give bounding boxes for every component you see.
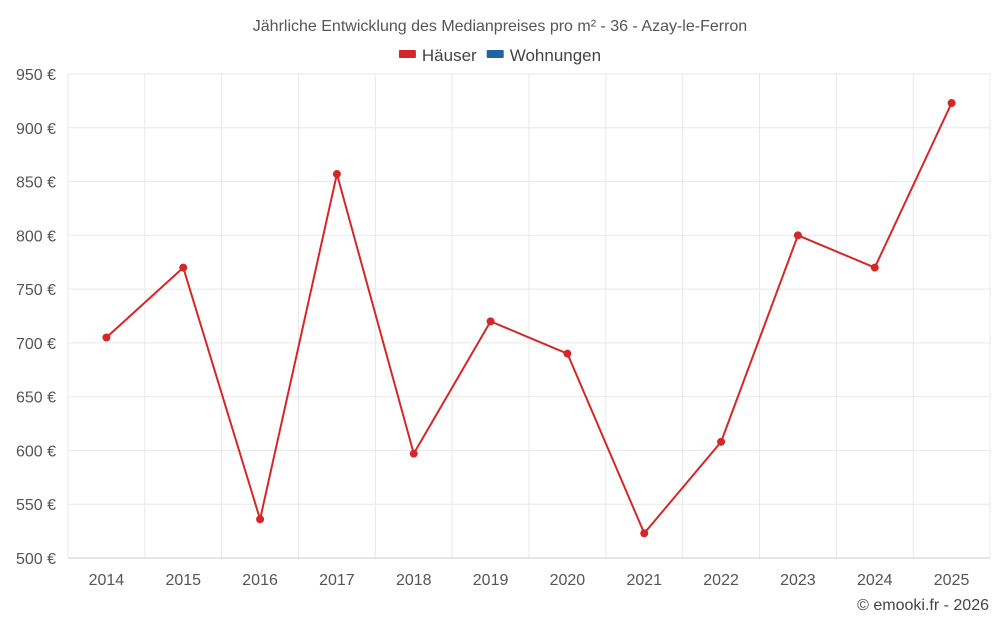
data-point[interactable] bbox=[332, 170, 341, 179]
y-tick-label: 700 € bbox=[16, 336, 56, 353]
data-point[interactable] bbox=[947, 99, 956, 108]
data-point[interactable] bbox=[486, 317, 495, 326]
data-point[interactable] bbox=[256, 515, 265, 524]
y-tick-label: 750 € bbox=[16, 282, 56, 299]
legend-item[interactable]: Häuser bbox=[398, 46, 477, 65]
y-gridlines bbox=[68, 73, 990, 505]
data-point[interactable] bbox=[793, 231, 802, 240]
y-tick-label: 600 € bbox=[16, 443, 56, 460]
x-tick-label: 2016 bbox=[242, 572, 278, 589]
data-point[interactable] bbox=[179, 263, 188, 272]
x-tick-label: 2021 bbox=[626, 572, 662, 589]
y-tick-label: 650 € bbox=[16, 390, 56, 407]
data-point[interactable] bbox=[717, 437, 726, 446]
data-point[interactable] bbox=[640, 529, 649, 538]
y-tick-label: 850 € bbox=[16, 175, 56, 192]
x-tick-label: 2014 bbox=[89, 572, 125, 589]
x-tick-label: 2019 bbox=[473, 572, 509, 589]
series-group bbox=[102, 99, 956, 538]
data-point[interactable] bbox=[102, 333, 111, 342]
x-axis-labels: 2014 2015 2016 2017 2018 2019 2020 2021 2022 2023… bbox=[89, 572, 970, 589]
series-line bbox=[105, 102, 953, 535]
legend: Häuser Wohnungen bbox=[398, 46, 601, 65]
x-tick-label: 2024 bbox=[857, 572, 893, 589]
x-tick-label: 2017 bbox=[319, 572, 355, 589]
y-tick-label: 900 € bbox=[16, 121, 56, 138]
y-tick-label: 550 € bbox=[16, 497, 56, 514]
chart-title: Jährliche Entwicklung des Medianpreises … bbox=[253, 18, 747, 35]
legend-swatch bbox=[398, 50, 416, 58]
y-tick-label: 950 € bbox=[16, 67, 56, 84]
y-axis-labels: 500 € 550 € 600 € 650 € 700 € 750 € 800 € 850 €… bbox=[16, 67, 56, 568]
legend-item[interactable]: Wohnungen bbox=[486, 46, 601, 65]
data-point[interactable] bbox=[409, 449, 418, 458]
legend-swatch bbox=[486, 50, 504, 58]
y-tick-label: 500 € bbox=[16, 551, 56, 568]
credit-text: © emooki.fr - 2026 bbox=[857, 597, 989, 614]
x-tick-label: 2018 bbox=[396, 572, 432, 589]
legend-label: Häuser bbox=[422, 46, 477, 65]
legend-label: Wohnungen bbox=[510, 46, 601, 65]
data-point[interactable] bbox=[870, 263, 879, 272]
x-tick-label: 2023 bbox=[780, 572, 816, 589]
x-tick-label: 2020 bbox=[550, 572, 586, 589]
x-tick-label: 2025 bbox=[934, 572, 970, 589]
data-point[interactable] bbox=[563, 349, 572, 358]
x-tick-label: 2022 bbox=[703, 572, 739, 589]
x-gridlines bbox=[67, 74, 991, 558]
y-tick-label: 800 € bbox=[16, 228, 56, 245]
x-tick-label: 2015 bbox=[165, 572, 201, 589]
